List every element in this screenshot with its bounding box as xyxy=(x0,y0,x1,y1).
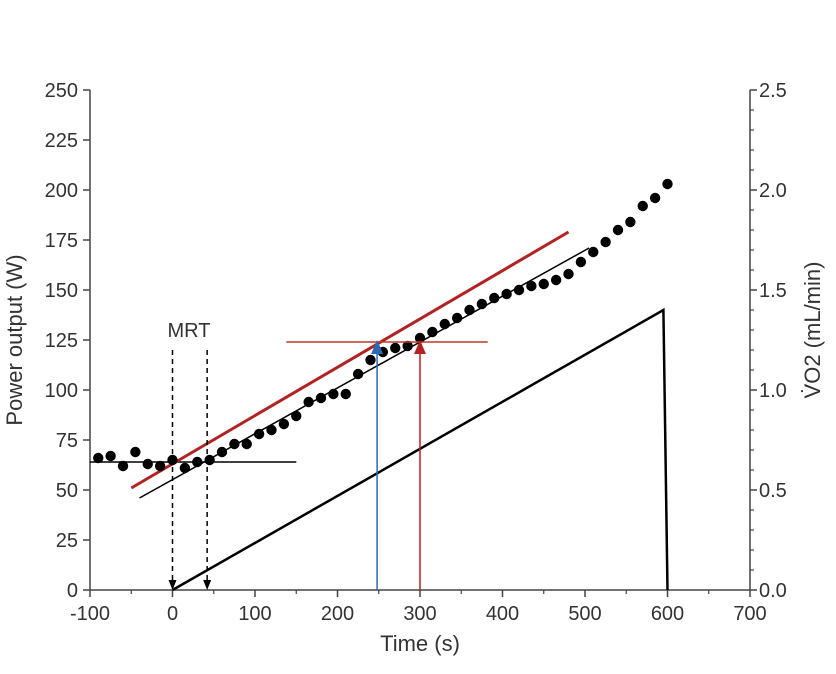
data-point xyxy=(328,388,339,400)
mrt-arrowhead xyxy=(203,580,212,590)
data-point xyxy=(612,224,624,236)
x-tick-label: 100 xyxy=(238,603,271,625)
y-left-tick-label: 50 xyxy=(56,480,78,502)
data-point xyxy=(513,284,525,296)
data-point xyxy=(229,438,240,450)
mrt-label: MRT xyxy=(168,320,211,342)
y-left-tick-label: 150 xyxy=(45,280,78,302)
data-point xyxy=(204,454,215,466)
data-point xyxy=(291,410,302,422)
vertical-arrowhead xyxy=(371,340,384,354)
mrt-arrowhead xyxy=(168,580,177,590)
data-point xyxy=(637,200,648,212)
data-point xyxy=(414,332,426,344)
y-left-tick-label: 200 xyxy=(45,180,78,202)
data-point xyxy=(600,236,611,248)
data-point xyxy=(625,216,636,228)
data-point xyxy=(649,192,661,204)
data-point xyxy=(501,288,512,300)
y-right-axis-title: V̇O2 (mL/min) xyxy=(800,262,825,399)
data-point xyxy=(241,438,252,450)
data-point xyxy=(427,326,438,338)
y-left-tick-label: 25 xyxy=(56,530,78,552)
data-point xyxy=(192,456,203,468)
data-point xyxy=(340,388,351,400)
x-tick-label: 700 xyxy=(733,603,766,625)
y-right-tick-label: 1.0 xyxy=(759,380,787,402)
y-left-tick-label: 100 xyxy=(45,380,78,402)
data-point xyxy=(365,354,376,366)
fit-lines xyxy=(90,230,590,499)
y-left-tick-label: 250 xyxy=(45,80,78,102)
data-point xyxy=(303,396,314,408)
y-right-tick-label: 2.5 xyxy=(759,80,787,102)
y-right-tick-label: 0.0 xyxy=(759,580,787,602)
data-point xyxy=(464,304,475,316)
x-tick-label: 600 xyxy=(651,603,684,625)
data-point xyxy=(451,312,463,324)
x-tick-label: 400 xyxy=(486,603,519,625)
data-point xyxy=(179,462,191,474)
data-point xyxy=(142,458,153,470)
annotations xyxy=(168,340,488,590)
y-right-tick-label: 1.5 xyxy=(759,280,787,302)
data-point xyxy=(253,428,265,440)
data-point xyxy=(154,460,166,472)
data-point xyxy=(575,256,587,268)
x-tick-label: 0 xyxy=(167,603,178,625)
data-point xyxy=(390,342,401,354)
data-point xyxy=(588,246,599,258)
data-point xyxy=(489,292,500,304)
x-tick-label: 500 xyxy=(568,603,601,625)
data-point xyxy=(439,318,450,330)
y-left-tick-label: 175 xyxy=(45,230,78,252)
x-tick-label: 200 xyxy=(321,603,354,625)
vertical-arrowhead xyxy=(414,340,426,354)
x-axis-title: Time (s) xyxy=(380,631,460,656)
y-left-tick-label: 0 xyxy=(67,580,78,602)
x-tick-label: -100 xyxy=(70,603,110,625)
data-point xyxy=(550,274,562,286)
y-left-axis-title: Power output (W) xyxy=(2,254,27,425)
data-point xyxy=(402,340,413,352)
data-point xyxy=(117,460,129,472)
data-point xyxy=(278,418,290,430)
y-right-tick-label: 0.5 xyxy=(759,480,787,502)
data-point xyxy=(538,278,549,290)
data-point xyxy=(662,178,673,190)
data-point xyxy=(266,424,277,436)
power-ramp-line xyxy=(171,307,669,592)
y-left-tick-label: 75 xyxy=(56,430,78,452)
axes: -100 0 100 200 300 400 500 600 70002550751001251… xyxy=(45,80,787,625)
y-right-tick-label: 2.0 xyxy=(759,180,787,202)
data-point xyxy=(526,280,537,292)
vo2-points xyxy=(93,178,673,474)
data-point xyxy=(130,446,141,458)
data-point xyxy=(476,298,488,310)
shifted-fit-line xyxy=(130,230,570,490)
data-point xyxy=(315,392,327,404)
data-point xyxy=(93,452,104,464)
data-point xyxy=(352,368,364,380)
data-point xyxy=(216,446,228,458)
y-left-tick-label: 125 xyxy=(45,330,78,352)
data-point xyxy=(563,268,574,280)
data-point xyxy=(105,450,116,462)
y-left-tick-label: 225 xyxy=(45,130,78,152)
x-tick-label: 300 xyxy=(403,603,436,625)
power-ramp xyxy=(171,307,669,592)
